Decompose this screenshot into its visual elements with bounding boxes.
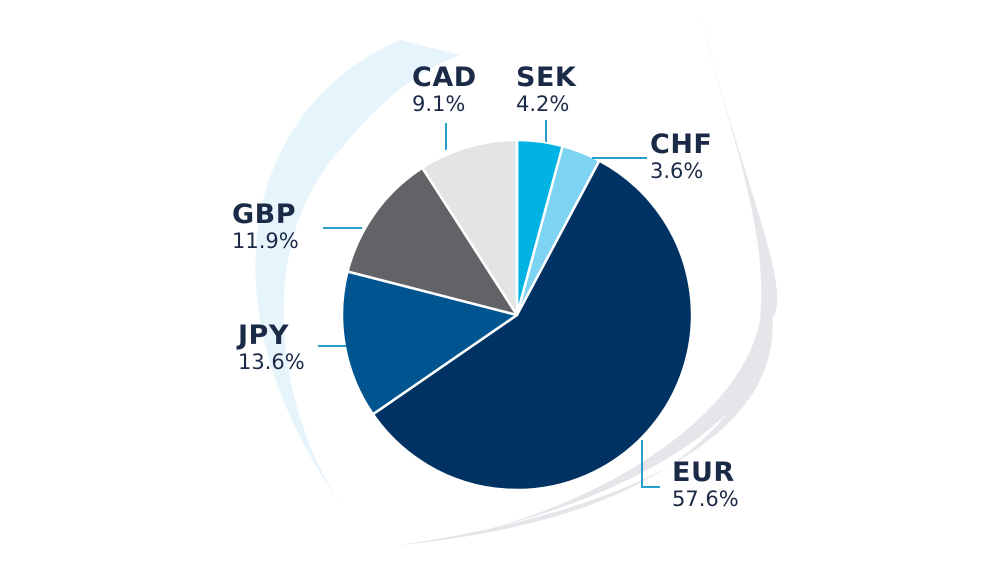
label-percent: 11.9% [232,229,299,253]
pie-slice-gbp [346,166,519,317]
leader-lines [318,120,660,488]
leader-line-eur [641,440,660,488]
label-code: EUR [672,457,735,488]
slice-label-chf: CHF 3.6% [650,131,712,182]
label-percent: 13.6% [238,350,305,374]
label-code: GBP [232,199,297,230]
label-percent: 9.1% [412,92,466,116]
label-code: JPY [238,320,289,351]
pie-slice-cad [421,138,519,317]
label-percent: 4.2% [516,92,570,116]
slice-label-sek: SEK 4.2% [516,64,576,115]
slice-label-cad: CAD 9.1% [412,64,477,115]
slice-label-jpy: JPY 13.6% [238,322,305,373]
label-code: CHF [650,129,713,160]
pie-slice-eur [371,159,694,492]
label-code: CAD [412,62,477,93]
slice-label-eur: EUR 57.6% [672,459,739,510]
label-code: SEK [516,62,577,93]
label-percent: 3.6% [650,159,704,183]
swirl-light-blue [255,40,460,510]
label-percent: 57.6% [672,487,739,511]
background-swirl [255,8,778,545]
slice-label-gbp: GBP 11.9% [232,201,299,252]
pie-slices [340,138,694,492]
